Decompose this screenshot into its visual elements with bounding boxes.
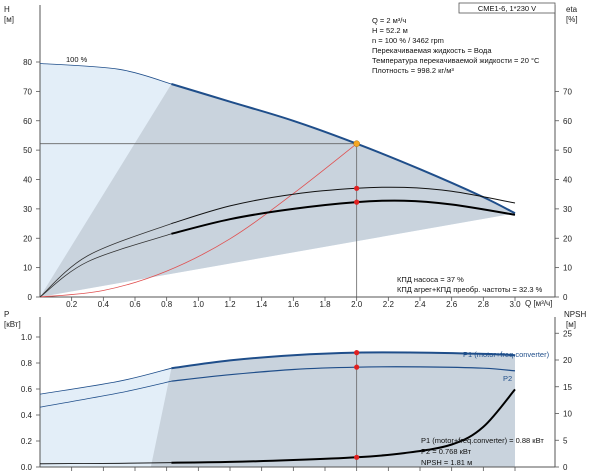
lower-y-tick-label: 0.6 (21, 385, 33, 394)
upper-x-tick-label: 1.2 (224, 300, 236, 309)
lower-right-axis-label-line1: NPSH (564, 310, 586, 319)
upper-ticks: 0.2 0.4 0.6 0.8 1.0 1.2 1.4 1.6 1.8 2.0 2.2 2.4 2.6 2… (23, 58, 572, 309)
upper-y-tick-label: 30 (23, 205, 32, 214)
lower-right-axis-label-line2: [м] (566, 320, 576, 329)
upper-y2-tick-label: 0 (563, 293, 568, 302)
upper-y2-tick-label: 20 (563, 234, 572, 243)
lower-y2-tick-label: 0 (563, 463, 568, 472)
pump-efficiency-curve-low (39, 223, 172, 298)
p2-series-label: P2 (503, 374, 512, 383)
info-line-6: Плотность = 998.2 кг/м³ (372, 66, 454, 75)
upper-y2-tick-label: 50 (563, 146, 572, 155)
upper-reference-lines (40, 143, 358, 297)
info-line-5: Температура перекачиваемой жидкости = 20… (372, 56, 540, 65)
lower-y-tick-label: 0.8 (21, 359, 33, 368)
upper-x-tick-label: 0.6 (129, 300, 141, 309)
unit-efficiency-curve-low (39, 233, 172, 298)
model-label: CME1-6, 1*230 V (478, 4, 536, 13)
npsh-point (354, 454, 360, 460)
upper-x-tick-label: 1.6 (288, 300, 300, 309)
upper-x-tick-label: 3.0 (509, 300, 521, 309)
efficiency-point (354, 185, 360, 191)
upper-x-tick-label: 2.2 (383, 300, 395, 309)
upper-y-tick-label: 40 (23, 176, 32, 185)
upper-y2-tick-label: 60 (563, 117, 572, 126)
upper-right-axis-label-line2: [%] (566, 15, 578, 24)
p2-curve-low (39, 380, 172, 408)
efficiency-point (354, 199, 360, 205)
info-line-1: Q = 2 м³/ч (372, 16, 406, 25)
upper-y2-tick-label: 40 (563, 176, 572, 185)
upper-gray-region (40, 84, 515, 297)
info-line-4: Перекачиваемая жидкость = Вода (372, 46, 492, 55)
upper-x-tick-label: 2.8 (478, 300, 490, 309)
lower-y2-tick-label: 5 (563, 436, 568, 445)
power-point (354, 350, 360, 356)
head-curve-low-flow (39, 63, 172, 85)
upper-right-axis-label-line1: eta (566, 5, 578, 14)
npsh-curve-low (39, 462, 172, 465)
lower-y2-tick-label: 10 (563, 410, 572, 419)
speed-label: 100 % (66, 55, 88, 64)
upper-x-tick-label: 2.0 (351, 300, 363, 309)
upper-y2-tick-label: 30 (563, 205, 572, 214)
upper-x-tick-label: 1.0 (193, 300, 205, 309)
info-line-3: n = 100 % / 3462 rpm (372, 36, 444, 45)
upper-x-tick-label: 1.8 (319, 300, 331, 309)
upper-points (353, 140, 360, 205)
lower-left-axis-label-line2: [кВт] (4, 320, 21, 329)
upper-x-tick-label: 0.4 (98, 300, 110, 309)
system-curve (39, 143, 357, 298)
upper-y-tick-label: 60 (23, 117, 32, 126)
upper-x-tick-label: 1.4 (256, 300, 268, 309)
upper-y2-tick-label: 10 (563, 264, 572, 273)
lower-y2-tick-label: 20 (563, 356, 572, 365)
upper-left-axis-label-line2: [м] (4, 15, 14, 24)
unit-efficiency-note: КПД агрег+КПД преобр. частоты = 32.3 % (397, 285, 543, 294)
npsh-value-note: NPSH = 1.81 м (421, 458, 472, 467)
model-label-box (458, 2, 556, 14)
info-line-2: H = 52.2 м (372, 26, 408, 35)
pump-efficiency-note: КПД насоса = 37 % (397, 275, 464, 284)
lower-y-tick-label: 0.2 (21, 437, 33, 446)
upper-y-tick-label: 70 (23, 87, 32, 96)
upper-x-tick-label: 0.8 (161, 300, 173, 309)
upper-y-tick-label: 50 (23, 146, 32, 155)
upper-y-tick-label: 80 (23, 58, 32, 67)
upper-x-tick-label: 0.2 (66, 300, 78, 309)
lower-y2-tick-label: 25 (563, 329, 572, 338)
upper-x-tick-label: 2.6 (446, 300, 458, 309)
p1-curve-low (39, 367, 172, 395)
upper-y-tick-label: 0 (28, 293, 33, 302)
upper-y-tick-label: 10 (23, 264, 32, 273)
lower-y-tick-label: 0.0 (21, 463, 33, 472)
upper-x-axis-label: Q [м³/ч] (525, 299, 552, 308)
lower-panel: 0.0 0.2 0.4 0.6 0.8 1.0 0 5 10 15 20 25 P [кВт] NPS… (4, 310, 586, 472)
lower-y-tick-label: 0.4 (21, 411, 33, 420)
p1-series-label: P1 (motor+freq.converter) (463, 350, 550, 359)
lower-points (354, 350, 360, 460)
upper-left-axis-label-line1: H (4, 5, 10, 14)
lower-left-axis-label-line1: P (4, 310, 9, 319)
upper-x-tick-label: 2.4 (414, 300, 426, 309)
upper-panel: 0.2 0.4 0.6 0.8 1.0 1.2 1.4 1.6 1.8 2.0 2.2 2.4 2.6 2… (4, 2, 578, 309)
upper-y-tick-label: 20 (23, 234, 32, 243)
p1-value-note: P1 (motor+freq.converter) = 0.88 кВт (421, 436, 544, 445)
lower-y-tick-label: 1.0 (21, 333, 33, 342)
lower-y2-tick-label: 15 (563, 383, 572, 392)
p2-value-note: P2 = 0.768 кВт (421, 447, 472, 456)
lower-ticks: 0.0 0.2 0.4 0.6 0.8 1.0 0 5 10 15 20 25 (21, 329, 573, 472)
npsh-curve (171, 388, 516, 464)
upper-y2-tick-label: 70 (563, 87, 572, 96)
operating-point (353, 140, 360, 147)
lower-gray-region (150, 352, 516, 467)
power-point (354, 364, 360, 370)
